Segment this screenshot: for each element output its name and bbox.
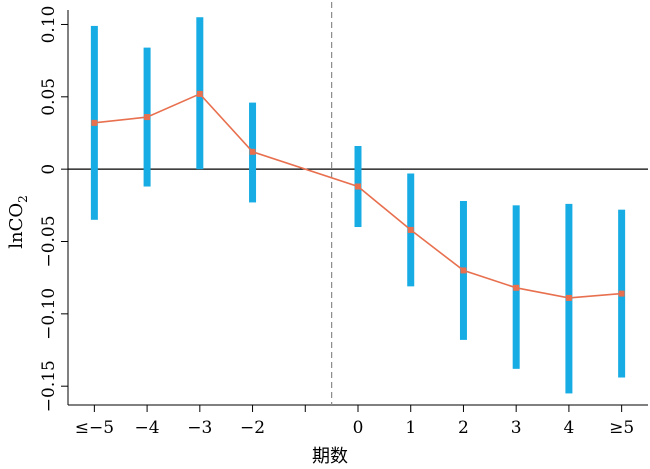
x-tick-label: ≥5	[609, 418, 634, 438]
y-tick-label: 0.05	[39, 78, 59, 116]
estimate-point	[355, 183, 361, 190]
y-tick-label: −0.10	[39, 288, 59, 340]
x-tick-label: 0	[353, 418, 364, 438]
estimate-point	[407, 226, 414, 233]
estimate-point	[618, 290, 625, 297]
y-tick-label: −0.15	[39, 360, 59, 412]
y-axis-title-main: lnCO	[6, 203, 27, 249]
x-tick-label: −4	[135, 418, 160, 438]
x-tick-label: −2	[240, 418, 265, 438]
x-tick-label: 4	[563, 418, 574, 438]
x-tick-label: ≤−5	[75, 418, 114, 438]
estimate-point	[249, 148, 256, 155]
estimate-point	[565, 294, 572, 301]
estimate-point	[513, 284, 520, 291]
x-axis-title: 期数	[312, 446, 348, 467]
x-tick-label: 3	[511, 418, 522, 438]
x-tick-label: 2	[458, 418, 469, 438]
estimate-point	[196, 90, 203, 97]
estimate-point	[91, 119, 98, 126]
x-tick-label: 1	[405, 418, 416, 438]
y-axis-title-subscript: 2	[16, 195, 30, 203]
y-tick-label: −0.05	[39, 215, 59, 267]
estimate-point	[144, 114, 151, 121]
x-tick-label: −3	[187, 418, 212, 438]
y-tick-label: 0	[39, 164, 59, 175]
y-axis-title: lnCO2	[6, 195, 30, 249]
estimate-line	[94, 92, 622, 299]
estimate-point	[460, 267, 467, 274]
y-tick-label: 0.10	[39, 6, 59, 44]
